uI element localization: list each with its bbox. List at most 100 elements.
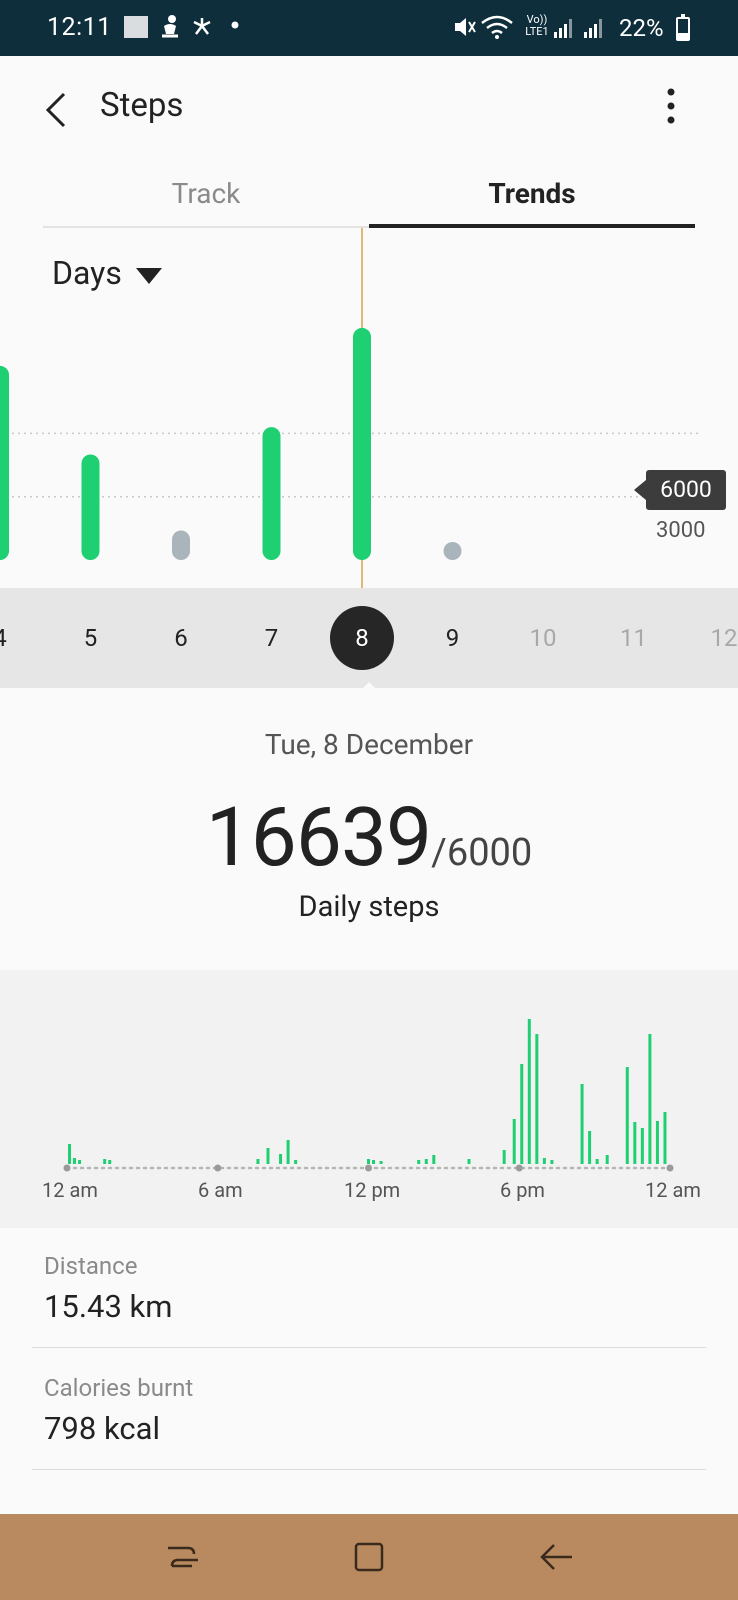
gallery-notification-icon — [124, 16, 148, 38]
dropdown-caret-icon — [135, 267, 162, 284]
network-type-label: Vo)) LTE1 — [525, 13, 549, 38]
hourly-bar — [372, 1160, 376, 1164]
hourly-bar — [550, 1160, 554, 1164]
step-count-value: 16639 — [205, 790, 432, 886]
hourly-bar — [467, 1159, 471, 1164]
day-item[interactable]: 12 — [710, 624, 738, 652]
hourly-bar — [294, 1160, 298, 1164]
navigation-bar — [0, 1514, 738, 1600]
distance-stat: Distance 15.43 km — [32, 1228, 706, 1348]
status-bar: 12:11 Vo)) LTE1 22% — [0, 0, 738, 56]
hourly-bar — [73, 1158, 77, 1164]
hourly-axis-tick — [63, 1164, 71, 1172]
hourly-bar — [424, 1159, 428, 1164]
day-bar — [81, 454, 100, 560]
selected-date: Tue, 8 December — [264, 728, 474, 761]
hourly-bar — [595, 1159, 599, 1164]
hourly-bar — [266, 1148, 270, 1164]
hourly-axis-label: 12 am — [645, 1178, 701, 1202]
calories-value: 798 kcal — [44, 1410, 160, 1447]
battery-percentage: 22% — [619, 14, 664, 42]
hourly-axis-tick — [214, 1164, 222, 1172]
dot-notification-icon — [231, 21, 239, 29]
day-selector: 4 5 6 7 8 9 10 11 12 — [0, 588, 738, 688]
day-selected-label: 8 — [330, 606, 394, 670]
hourly-axis-label: 6 am — [198, 1178, 243, 1202]
step-count: 16639/6000 — [0, 790, 738, 886]
hourly-bar — [535, 1034, 539, 1164]
step-goal-value: /6000 — [431, 831, 533, 875]
hourly-bar — [68, 1144, 72, 1164]
tab-bar: Track Trends — [43, 166, 695, 228]
hourly-bar — [527, 1019, 531, 1164]
day-item[interactable]: 9 — [445, 624, 460, 652]
calories-stat: Calories burnt 798 kcal — [32, 1350, 706, 1470]
distance-label: Distance — [44, 1252, 138, 1280]
hourly-bar — [580, 1084, 584, 1164]
hourly-bar — [588, 1131, 592, 1164]
hourly-axis-tick — [515, 1164, 523, 1172]
battery-icon — [676, 14, 690, 41]
hourly-bar — [103, 1159, 107, 1164]
hourly-bar — [379, 1161, 383, 1164]
tab-trends[interactable]: Trends — [369, 166, 695, 228]
hourly-bar — [286, 1140, 290, 1164]
day-bar — [443, 542, 462, 560]
sync-notification-icon — [193, 18, 211, 35]
hourly-bar — [640, 1128, 644, 1164]
reference-line-label: 3000 — [656, 518, 706, 543]
hourly-bar — [663, 1112, 667, 1164]
day-bar — [172, 530, 190, 560]
hourly-bar — [648, 1034, 652, 1164]
goal-line-tag: 6000 — [634, 470, 726, 510]
hourly-bar — [256, 1159, 260, 1164]
mute-icon — [455, 18, 476, 36]
status-time: 12:11 — [47, 13, 112, 42]
day-item[interactable]: 11 — [620, 624, 647, 652]
day-selected[interactable]: 8 — [327, 588, 397, 688]
hourly-steps-chart-svg — [63, 1019, 674, 1172]
wifi-icon — [481, 15, 513, 39]
hourly-bar — [520, 1064, 524, 1164]
hourly-bar — [108, 1160, 112, 1164]
day-item[interactable]: 4 — [0, 588, 30, 688]
back-arrow-icon[interactable] — [40, 88, 76, 132]
more-options-icon[interactable] — [664, 86, 678, 126]
hourly-bar — [502, 1150, 506, 1164]
period-value: Days — [52, 254, 122, 292]
hourly-bar — [417, 1160, 421, 1164]
day-item[interactable]: 10 — [529, 624, 557, 652]
page-title: Steps — [100, 86, 184, 125]
day-bar — [353, 327, 371, 560]
daily-steps-chart: 6000 3000 — [0, 228, 738, 588]
hourly-bar — [432, 1155, 436, 1164]
hourly-axis-tick — [666, 1164, 674, 1172]
day-bar — [262, 427, 281, 560]
step-count-label: Daily steps — [298, 890, 440, 924]
recent-apps-icon[interactable] — [158, 1532, 208, 1582]
app-header: Steps — [0, 56, 738, 166]
calories-label: Calories burnt — [44, 1374, 194, 1402]
hourly-bar — [625, 1067, 629, 1164]
back-nav-icon[interactable] — [532, 1532, 582, 1582]
selection-pointer — [357, 682, 381, 694]
day-item[interactable]: 5 — [83, 624, 98, 652]
hourly-axis-label: 12 pm — [344, 1178, 401, 1202]
day-bar — [0, 365, 9, 560]
hourly-bar — [633, 1122, 637, 1164]
hourly-bar — [367, 1159, 370, 1164]
hourly-bar — [512, 1119, 516, 1164]
day-item[interactable]: 7 — [264, 624, 279, 652]
hourly-bar — [605, 1155, 609, 1164]
hourly-bar — [78, 1160, 82, 1164]
hourly-axis-tick — [365, 1164, 372, 1172]
tab-track[interactable]: Track — [43, 166, 369, 228]
hourly-axis-label: 6 pm — [500, 1178, 545, 1202]
hourly-bar — [542, 1158, 546, 1164]
period-dropdown[interactable]: Days — [52, 254, 162, 292]
hourly-axis-label: 12 am — [42, 1178, 98, 1202]
home-icon[interactable] — [344, 1532, 394, 1582]
hourly-bar — [279, 1154, 283, 1164]
hourly-steps-chart: 12 am 6 am 12 pm 6 pm 12 am — [0, 970, 738, 1228]
day-item[interactable]: 6 — [174, 624, 188, 652]
